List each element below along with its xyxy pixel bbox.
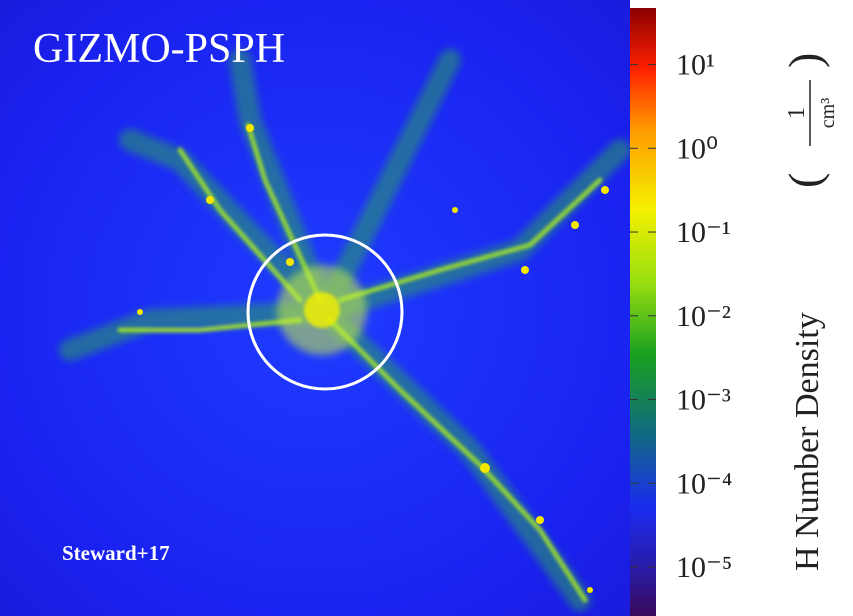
tick-label: 10⁻¹ [676,216,731,249]
colorbar-title: H Number Density [789,312,826,571]
colorbar-ticks: 10¹ 10⁰ 10⁻¹ 10⁻² 10⁻³ 10⁻⁴ 10⁻⁵ [630,49,732,584]
unit-numerator: 1 [784,107,810,119]
paren: ) [779,53,830,68]
tick-label: 10⁰ [676,132,718,165]
tick-label: 10⁻⁵ [676,551,732,584]
tick-label: 10⁻³ [676,384,731,417]
unit-denominator: cm³ [817,98,839,128]
colorbar-label: H Number Density ( 1 cm³ ) [779,53,839,571]
paren: ( [779,173,830,188]
tick-label: 10⁻⁴ [676,467,732,500]
colorbar [630,8,656,616]
tick-label: 10¹ [676,49,715,82]
filaments [59,49,631,611]
tick-label: 10⁻² [676,300,731,333]
panel-title: GIZMO-PSPH [33,26,285,72]
halo-circle [246,233,404,391]
credit: Steward+17 [62,541,170,565]
